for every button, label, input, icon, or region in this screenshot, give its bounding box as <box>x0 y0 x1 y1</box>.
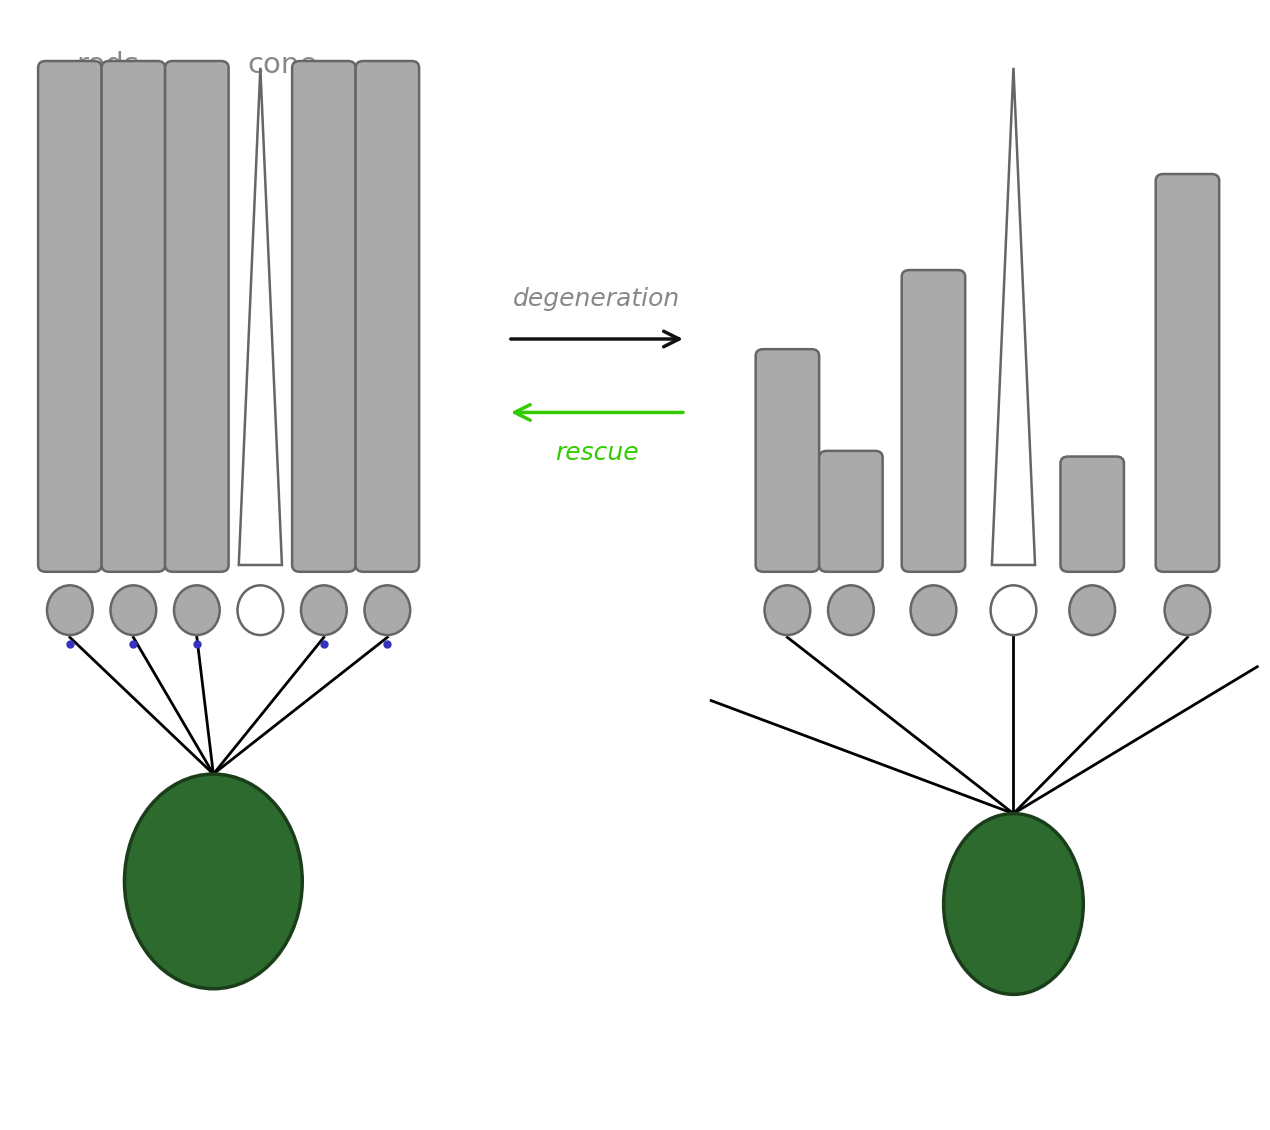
Ellipse shape <box>174 585 220 635</box>
FancyBboxPatch shape <box>38 61 102 572</box>
FancyBboxPatch shape <box>902 270 965 572</box>
Text: degeneration: degeneration <box>513 287 681 311</box>
FancyBboxPatch shape <box>292 61 356 572</box>
Text: rescue: rescue <box>555 441 639 464</box>
Polygon shape <box>992 68 1035 565</box>
Ellipse shape <box>1069 585 1115 635</box>
Text: cone: cone <box>248 51 318 79</box>
FancyBboxPatch shape <box>165 61 229 572</box>
FancyBboxPatch shape <box>1060 457 1124 572</box>
Ellipse shape <box>124 774 302 989</box>
Ellipse shape <box>911 585 956 635</box>
Ellipse shape <box>47 585 93 635</box>
Ellipse shape <box>991 585 1036 635</box>
Ellipse shape <box>110 585 156 635</box>
FancyBboxPatch shape <box>756 349 819 572</box>
Ellipse shape <box>1165 585 1210 635</box>
FancyBboxPatch shape <box>356 61 419 572</box>
Ellipse shape <box>237 585 283 635</box>
Ellipse shape <box>828 585 874 635</box>
Ellipse shape <box>364 585 410 635</box>
Ellipse shape <box>944 814 1083 994</box>
Ellipse shape <box>301 585 347 635</box>
FancyBboxPatch shape <box>819 451 883 572</box>
FancyBboxPatch shape <box>102 61 165 572</box>
Polygon shape <box>239 68 282 565</box>
Ellipse shape <box>765 585 810 635</box>
Text: rods: rods <box>76 51 140 79</box>
FancyBboxPatch shape <box>1156 174 1219 572</box>
